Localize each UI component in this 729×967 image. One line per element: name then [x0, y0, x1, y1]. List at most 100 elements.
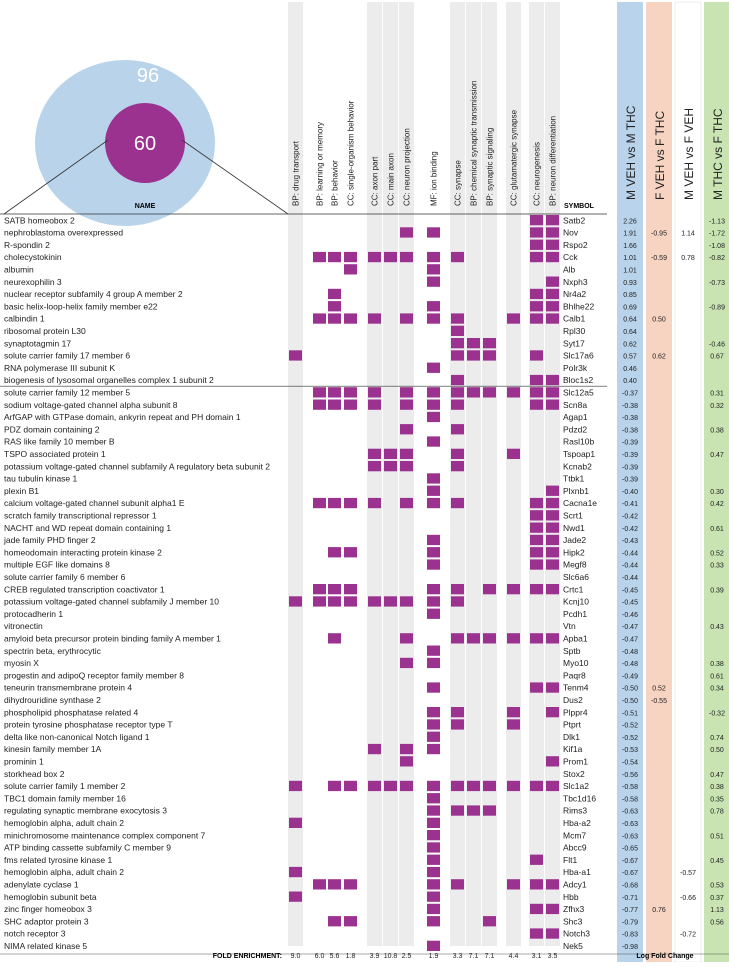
gene-symbol: Vtn	[563, 621, 576, 631]
log-fold-change-value: 0.33	[710, 563, 724, 570]
gene-name: multiple EGF like domains 8	[4, 560, 110, 570]
term-membership-cell	[427, 780, 440, 792]
term-membership-cell	[451, 448, 464, 459]
term-membership-cell	[546, 633, 559, 644]
log-fold-change-value: -0.47	[622, 624, 638, 631]
gene-name: potassium voltage-gated channel subfamil…	[4, 597, 219, 607]
comparison-band	[646, 2, 672, 962]
gene-name: calcium voltage-gated channel subunit al…	[4, 498, 185, 508]
gene-symbol: Scn8a	[563, 400, 587, 410]
term-membership-cell	[400, 657, 413, 669]
column-header-label: BP: behavior	[331, 160, 340, 206]
term-membership-cell	[427, 645, 440, 656]
term-membership-cell	[530, 584, 543, 595]
term-membership-cell	[530, 215, 543, 226]
term-membership-cell	[344, 596, 357, 607]
log-fold-change-value: -0.77	[622, 907, 638, 914]
term-membership-cell	[328, 780, 341, 792]
term-membership-cell	[427, 805, 440, 816]
log-fold-change-value: -0.68	[622, 883, 638, 890]
term-membership-cell	[507, 448, 520, 459]
log-fold-change-value: 0.78	[710, 809, 724, 816]
term-membership-cell	[427, 584, 440, 595]
term-membership-cell	[546, 510, 559, 521]
term-membership-cell	[546, 547, 559, 558]
gene-name: minichromosome maintenance complex compo…	[4, 830, 206, 840]
gene-name: nephroblastoma overexpressed	[4, 228, 123, 238]
term-membership-cell	[289, 780, 302, 792]
log-fold-change-value: 0.52	[710, 550, 724, 557]
table-row: adenylate cyclase 1 Adcy1 -0.68 0.53	[4, 879, 724, 890]
term-membership-cell	[546, 928, 559, 939]
term-membership-cell	[313, 251, 326, 263]
table-row: jade family PHD finger 2 Jade2 -0.43	[3, 534, 638, 546]
table-row: solute carrier family 1 member 2 Slc1a2 -0…	[4, 780, 724, 792]
term-membership-cell	[368, 497, 381, 509]
fold-enrichment-value: 10.8	[384, 953, 398, 960]
log-fold-change-value: 1.91	[623, 231, 637, 238]
gene-symbol: Nov	[563, 228, 579, 238]
term-membership-cell	[368, 251, 381, 263]
gene-symbol: Jade2	[563, 535, 586, 545]
log-fold-change-value: 0.61	[710, 526, 724, 533]
comparison-band	[704, 2, 729, 962]
term-membership-cell	[530, 313, 543, 324]
venn-inner-circle	[105, 103, 185, 183]
term-membership-cell	[467, 805, 480, 816]
gene-symbol: Hba-a1	[563, 867, 591, 877]
log-fold-change-value: -0.38	[622, 415, 638, 422]
comparison-header-label: M VEH vs F VEH	[682, 108, 696, 200]
term-membership-cell	[483, 350, 496, 361]
term-membership-cell	[427, 743, 440, 755]
term-membership-cell	[483, 584, 496, 595]
table-row: regulating synaptic membrane exocytosis …	[4, 805, 724, 816]
term-membership-cell	[344, 313, 357, 324]
term-membership-cell	[530, 928, 543, 939]
gene-name: ATP binding cassette subfamily C member …	[4, 843, 171, 853]
gene-symbol: Megf8	[563, 560, 587, 570]
log-fold-change-value: -0.52	[622, 723, 638, 730]
term-membership-cell	[313, 399, 326, 410]
term-membership-cell	[427, 497, 440, 509]
term-membership-cell	[546, 251, 559, 263]
gene-symbol: Stox2	[563, 769, 585, 779]
term-membership-cell	[368, 743, 381, 755]
term-membership-cell	[344, 399, 357, 410]
term-membership-cell	[546, 215, 559, 226]
fold-enrichment-value: 2.5	[402, 953, 412, 960]
term-membership-cell	[530, 547, 543, 558]
term-membership-cell	[344, 584, 357, 595]
term-membership-cell	[313, 313, 326, 324]
term-membership-cell	[427, 362, 440, 373]
term-membership-cell	[451, 719, 464, 730]
log-fold-change-value: -0.41	[622, 501, 638, 508]
term-membership-cell	[427, 596, 440, 607]
term-membership-cell	[427, 473, 440, 484]
term-membership-cell	[313, 584, 326, 595]
term-membership-cell	[530, 780, 543, 792]
gene-name: cholecystokinin	[4, 252, 62, 262]
table-row: minichromosome maintenance complex compo…	[4, 830, 724, 841]
term-membership-cell	[451, 374, 464, 386]
term-membership-cell	[400, 743, 413, 755]
gene-name: myosin X	[4, 658, 39, 668]
log-fold-change-value: 0.35	[710, 796, 724, 803]
table-row: zinc finger homeobox 3 Zfhx3 -0.77 0.76 1.13	[4, 903, 724, 915]
log-fold-change-value: -0.42	[622, 514, 638, 521]
log-fold-change-value: -0.37	[622, 391, 638, 398]
log-fold-change-value: -0.71	[622, 895, 638, 902]
gene-symbol: Hbb	[563, 892, 579, 902]
fold-enrichment-value: 1.9	[429, 953, 439, 960]
log-fold-change-value: 0.42	[710, 501, 724, 508]
log-fold-change-value: -1.72	[709, 231, 725, 238]
log-fold-change-value: -0.44	[622, 563, 638, 570]
gene-name: protein tyrosine phosphatase receptor ty…	[4, 720, 173, 730]
term-membership-cell	[546, 399, 559, 410]
log-fold-change-value: -0.43	[622, 538, 638, 545]
term-membership-cell	[451, 707, 464, 718]
venn-outer-count: 96	[137, 65, 159, 87]
term-membership-cell	[313, 879, 326, 890]
term-membership-cell	[427, 682, 440, 693]
term-membership-cell	[368, 448, 381, 459]
table-row: TBC1 domain family member 16 Tbc1d16 -0.58…	[4, 793, 724, 803]
